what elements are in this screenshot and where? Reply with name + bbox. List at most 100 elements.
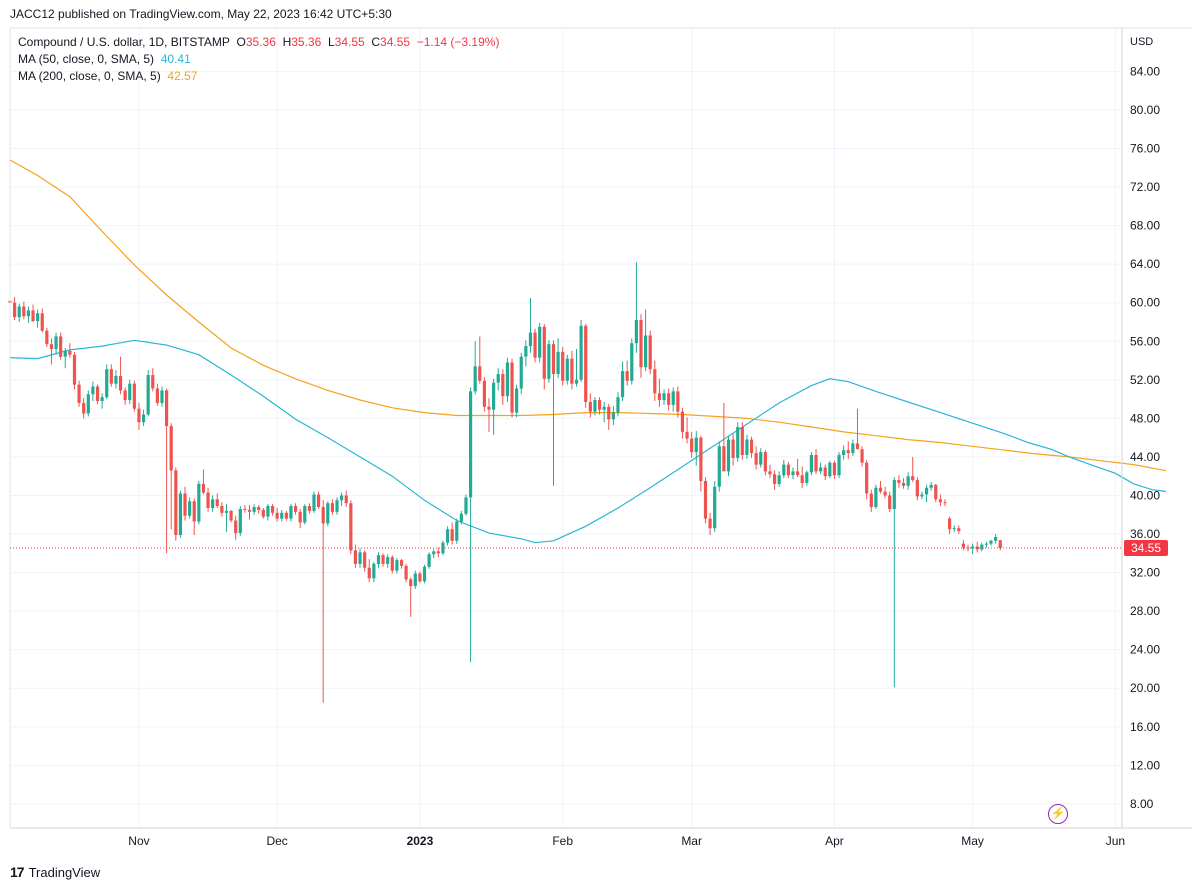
candle-body <box>22 306 26 317</box>
candle-body <box>980 544 984 550</box>
y-tick-label: 8.00 <box>1130 797 1154 811</box>
candle-body <box>874 487 878 508</box>
legend-close-label: C <box>371 35 381 49</box>
candle-body <box>694 437 698 453</box>
candle-body <box>100 397 104 402</box>
legend-symbol-row[interactable]: Compound / U.S. dollar, 1D, BITSTAMP O35… <box>18 35 499 49</box>
candle-body <box>105 369 109 398</box>
candle-body <box>837 454 841 476</box>
last-price-label: 34.55 <box>1131 541 1161 555</box>
candle-body <box>795 471 800 476</box>
candle-body <box>459 513 463 522</box>
candle-body <box>160 390 164 403</box>
candle-body <box>878 487 883 492</box>
candle-body <box>680 411 685 432</box>
footer-brand[interactable]: 17 TradingView <box>10 862 100 882</box>
candle-body <box>257 507 261 510</box>
candle-body <box>731 439 735 458</box>
candle-body <box>828 462 832 477</box>
legend-open-value: 35.36 <box>245 35 276 49</box>
candle-body <box>372 563 376 579</box>
candle-body <box>390 557 394 571</box>
candle-body <box>482 380 486 407</box>
candle-body <box>123 390 127 401</box>
candle-body <box>316 494 321 508</box>
candle-body <box>611 412 615 420</box>
candle-body <box>188 501 192 516</box>
candle-body <box>943 502 947 504</box>
candle-body <box>418 573 422 582</box>
candle-body <box>468 391 473 498</box>
candle-body <box>620 371 625 398</box>
candle-body <box>570 358 574 384</box>
candle-body <box>450 529 454 541</box>
candle-body <box>381 555 385 564</box>
y-tick-label: 60.00 <box>1130 296 1160 310</box>
candle-body <box>68 350 72 355</box>
candle-body <box>593 400 597 412</box>
y-tick-label: 52.00 <box>1130 373 1160 387</box>
candle-body <box>754 453 758 465</box>
candle-body <box>82 402 86 414</box>
candle-body <box>625 371 629 381</box>
candle-body <box>740 427 744 455</box>
candle-body <box>252 507 256 512</box>
candle-body <box>77 384 81 403</box>
candle-body <box>855 443 860 450</box>
candle-body <box>238 508 242 534</box>
legend-ma50-row[interactable]: MA (50, close, 0, SMA, 5) 40.41 <box>18 52 191 66</box>
lightning-icon[interactable]: ⚡ <box>1048 804 1068 824</box>
candle-body <box>667 393 671 405</box>
x-tick-label: Feb <box>552 834 573 848</box>
candle-body <box>376 555 381 564</box>
candle-body <box>662 393 666 401</box>
ma200-line-group <box>9 159 1167 472</box>
candle-body <box>293 506 298 512</box>
candle-body <box>556 351 560 375</box>
candle-body <box>298 511 302 523</box>
legend-low-label: L <box>327 35 335 49</box>
candle-body <box>404 565 408 580</box>
legend-open-label: O <box>236 35 246 49</box>
candle-body <box>284 512 288 519</box>
legend-high-value: 35.36 <box>291 35 322 49</box>
candle-body <box>630 343 634 381</box>
candle-body <box>644 335 648 368</box>
candle-body <box>72 354 77 385</box>
candle-body <box>561 351 565 381</box>
y-tick-label: 68.00 <box>1130 219 1160 233</box>
candle-body <box>915 480 919 497</box>
candle-body <box>95 386 100 402</box>
legend-close-value: 34.55 <box>380 35 411 49</box>
candle-body <box>40 313 44 331</box>
candle-body <box>326 503 330 524</box>
candle-body <box>542 326 546 379</box>
candle-body <box>211 499 215 508</box>
candle-body <box>957 528 961 532</box>
candle-body <box>800 475 804 483</box>
candle-body <box>224 510 229 513</box>
candle-body <box>164 390 169 427</box>
candle-body <box>464 497 468 514</box>
candle-body <box>505 362 510 397</box>
legend-ma200-label: MA (200, close, 0, SMA, 5) <box>18 69 161 83</box>
candle-body <box>722 446 726 472</box>
legend-ma200-row[interactable]: MA (200, close, 0, SMA, 5) 42.57 <box>18 69 197 83</box>
candle-body <box>901 482 906 486</box>
candle-body <box>989 540 993 544</box>
candle-body <box>984 543 989 545</box>
candle-body <box>183 493 187 516</box>
candle-body <box>713 486 717 529</box>
x-tick-label: Mar <box>681 834 702 848</box>
x-tick-label: Dec <box>266 834 287 848</box>
x-tick-label: Jun <box>1106 834 1125 848</box>
candle-body <box>192 501 196 522</box>
candle-body <box>920 494 924 497</box>
candle-body <box>809 454 814 473</box>
axes: 8.00 12.00 16.00 20.00 24.00 28.00 32.00 36.00 4… <box>9 27 1192 848</box>
candle-body <box>261 509 265 517</box>
candle-body <box>229 510 233 521</box>
candle-body <box>883 491 887 496</box>
legend-ma50-value: 40.41 <box>160 52 191 66</box>
